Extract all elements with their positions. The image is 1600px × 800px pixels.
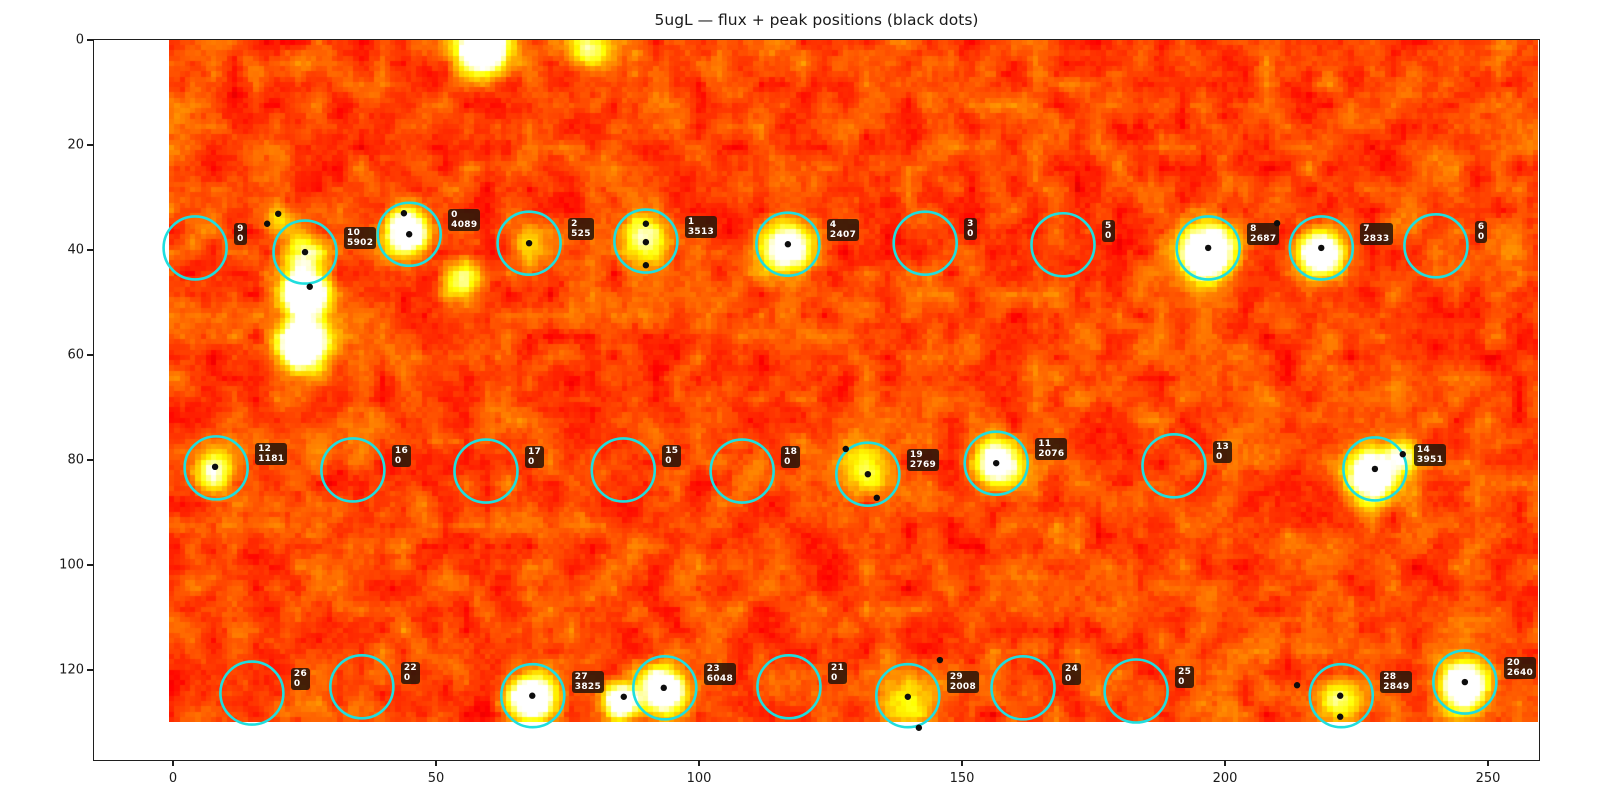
y-tick-label: 80 xyxy=(67,452,84,468)
peak-dot xyxy=(992,459,1000,467)
peak-dot xyxy=(915,724,923,731)
aperture-circle-6 xyxy=(1403,213,1469,279)
peak-dot xyxy=(529,692,536,699)
aperture-circle-25 xyxy=(1103,658,1169,724)
x-tick-label: 0 xyxy=(168,771,178,786)
peak-dot xyxy=(1336,692,1344,699)
peak-dot xyxy=(306,283,313,290)
peak-dot xyxy=(275,210,282,217)
plot-axes: 0 4089 1 3513 2 525 3 0 4 2407 5 0 6 0 7 2833 8 2687 9 0 10 5… xyxy=(59,33,1540,786)
chart-title: 5ugL — flux + peak positions (black dots… xyxy=(654,11,979,29)
aperture-circle-18 xyxy=(709,438,775,504)
peak-dot xyxy=(1204,244,1212,252)
aperture-circle-7 xyxy=(1288,215,1355,281)
aperture-circle-10 xyxy=(272,219,338,285)
x-tick-mark xyxy=(1224,760,1226,766)
aperture-circle-19 xyxy=(835,441,901,507)
aperture-circle-8 xyxy=(1175,215,1241,281)
peak-dot xyxy=(784,241,792,248)
aperture-circle-29 xyxy=(875,662,941,729)
peak-dot xyxy=(660,684,667,692)
y-tick-label: 40 xyxy=(67,242,84,258)
annotations-overlay xyxy=(162,201,1498,731)
x-tick-mark xyxy=(172,760,174,766)
aperture-circle-24 xyxy=(990,655,1056,721)
aperture-circle-21 xyxy=(756,653,822,720)
aperture-circle-2 xyxy=(496,210,562,276)
aperture-circle-23 xyxy=(632,655,698,721)
y-tick-mark xyxy=(87,249,93,251)
peak-dot xyxy=(873,494,880,501)
aperture-circle-13 xyxy=(1141,432,1207,499)
peak-dot xyxy=(1371,465,1379,473)
x-tick-mark xyxy=(961,760,963,766)
y-tick-mark xyxy=(87,669,93,671)
peak-dot xyxy=(211,463,219,471)
x-tick-label: 50 xyxy=(427,771,445,786)
y-tick-mark xyxy=(87,39,93,41)
peak-dot xyxy=(1336,713,1344,720)
aperture-circle-11 xyxy=(963,430,1029,496)
peak-dot xyxy=(1399,451,1406,458)
peak-dot xyxy=(904,693,912,700)
peak-dot xyxy=(263,220,271,227)
peak-dot xyxy=(864,470,872,478)
y-tick-label: 0 xyxy=(75,32,84,48)
x-tick-label: 100 xyxy=(686,771,712,786)
peak-dot xyxy=(842,445,849,453)
aperture-circle-3 xyxy=(892,210,958,276)
peak-dot xyxy=(642,238,650,246)
x-tick-label: 250 xyxy=(1475,771,1501,786)
x-tick-label: 200 xyxy=(1212,771,1238,786)
aperture-circle-16 xyxy=(320,437,386,503)
peak-dot xyxy=(301,248,309,256)
aperture-circle-9 xyxy=(162,215,228,281)
peak-dot xyxy=(936,656,944,664)
x-tick-mark xyxy=(698,760,700,766)
peak-dot xyxy=(405,231,413,238)
y-tick-mark xyxy=(87,354,93,356)
aperture-circle-4 xyxy=(755,211,821,278)
peak-dot xyxy=(525,239,533,247)
y-tick-mark xyxy=(87,144,93,146)
peak-dot xyxy=(1461,678,1469,686)
heatmap-image xyxy=(169,40,1538,722)
y-tick-label: 60 xyxy=(67,347,84,363)
peak-dot xyxy=(642,220,650,227)
peak-dot xyxy=(1318,244,1325,252)
y-tick-label: 100 xyxy=(59,557,84,573)
aperture-circle-26 xyxy=(219,660,285,726)
aperture-circle-17 xyxy=(453,438,519,504)
peak-dot xyxy=(620,693,627,700)
aperture-circle-28 xyxy=(1308,662,1375,729)
y-tick-mark xyxy=(87,564,93,566)
aperture-circle-14 xyxy=(1342,436,1408,502)
aperture-circle-0 xyxy=(376,201,442,268)
aperture-circle-27 xyxy=(499,662,566,729)
y-tick-label: 120 xyxy=(59,662,84,678)
peak-dot xyxy=(1293,682,1301,689)
x-tick-mark xyxy=(1487,760,1489,766)
peak-dot xyxy=(400,210,408,217)
aperture-circle-15 xyxy=(590,437,657,503)
aperture-circle-20 xyxy=(1432,649,1498,715)
peak-dot xyxy=(642,262,650,269)
peak-dot xyxy=(1273,220,1281,227)
aperture-circle-1 xyxy=(613,208,679,274)
aperture-circle-12 xyxy=(183,435,249,501)
y-tick-label: 20 xyxy=(67,137,84,153)
x-tick-label: 150 xyxy=(949,771,975,786)
aperture-circle-22 xyxy=(329,653,395,720)
y-tick-mark xyxy=(87,459,93,461)
x-tick-mark xyxy=(435,760,437,766)
aperture-circle-5 xyxy=(1030,211,1096,278)
